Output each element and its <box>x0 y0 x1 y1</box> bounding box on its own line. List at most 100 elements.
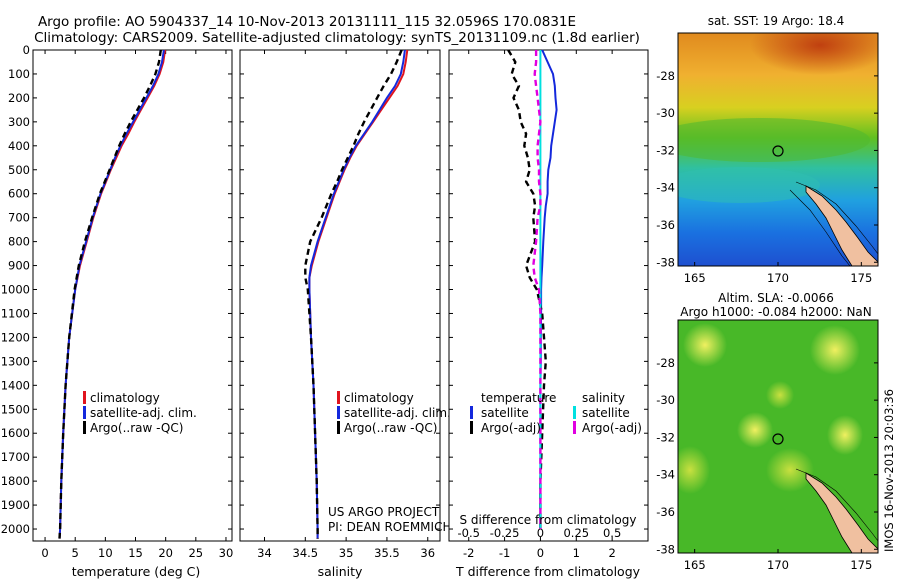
salinity-x-axis: 34 34.5 35 35.5 36 <box>257 50 435 560</box>
map-lon-tick-label: 175 <box>850 271 872 285</box>
legend-label-t-argo: Argo(-adj) <box>481 421 541 435</box>
sla-high-6 <box>827 415 863 455</box>
difference-depth-ticks <box>449 49 648 530</box>
x-tick-label: 2 <box>608 546 615 560</box>
map-lon-tick-label: 165 <box>684 271 706 285</box>
legend-swatch-argo <box>337 421 340 434</box>
sla-map-title2: Argo h1000: -0.084 h2000: NaN <box>680 305 872 319</box>
x-tick-label: 20 <box>158 546 173 560</box>
legend-label-satellite-adj: satellite-adj. clim. <box>344 406 451 420</box>
x-tick-label: 35.5 <box>374 546 400 560</box>
map-lat-tick-label: -28 <box>656 69 675 83</box>
depth-tick-label: 1100 <box>1 306 30 320</box>
map-lat-tick-label: -38 <box>656 542 675 556</box>
sst-map-image <box>678 33 878 266</box>
legend-swatch-satellite-adj <box>83 406 86 419</box>
salinity-depth-ticks <box>240 49 440 530</box>
map-lon-tick-label: 170 <box>767 271 789 285</box>
sla-map-axes: 165 170 175 -28 -30 -32 -34 -36 -38 <box>656 356 878 572</box>
header-title-line1: Argo profile: AO 5904337_14 10-Nov-2013 … <box>38 14 576 30</box>
temperature-plot-frame <box>32 49 233 542</box>
depth-tick-label: 1400 <box>1 378 30 392</box>
depth-tick-label: 1700 <box>1 450 30 464</box>
sst-map-panel: sat. SST: 19 Argo: 18.4 165 170 175 -28 -30 -… <box>656 14 879 285</box>
depth-tick-label: 500 <box>8 163 30 177</box>
depth-tick-label: 1900 <box>1 498 30 512</box>
shelf-contour-2 <box>795 468 878 542</box>
s-diff-tick-label: 0.25 <box>563 526 589 540</box>
legend-label-s-argo: Argo(-adj) <box>582 421 642 435</box>
x-tick-label: -2 <box>463 546 474 560</box>
salinity-plot-frame <box>239 49 441 542</box>
legend-swatch-climatology <box>337 391 340 404</box>
s-diff-tick-label: 0.5 <box>603 526 621 540</box>
sst-green-band <box>678 118 870 162</box>
difference-profiles <box>507 49 558 529</box>
depth-tick-label: 1000 <box>1 283 30 297</box>
map-lat-tick-label: -30 <box>656 393 675 407</box>
legend-swatch-climatology <box>83 391 86 404</box>
new-zealand-land <box>805 185 878 266</box>
x-tick-label: 5 <box>72 546 79 560</box>
x-tick-label: 1 <box>573 546 580 560</box>
sla-high-5 <box>766 448 814 492</box>
map-lat-tick-label: -38 <box>656 255 675 269</box>
argo-float-marker <box>772 145 784 157</box>
x-tick-label: 25 <box>188 546 203 560</box>
depth-tick-label: 0 <box>23 43 30 57</box>
depth-tick-label: 900 <box>8 259 30 273</box>
map-lon-tick-label: 175 <box>850 558 872 572</box>
x-tick-label: 15 <box>128 546 143 560</box>
s-diff-tick-label: -0.5 <box>457 526 479 540</box>
header-title-line2: Climatology: CARS2009. Satellite-adjuste… <box>34 30 640 46</box>
legend-label-climatology: climatology <box>344 391 414 405</box>
temperature-profiles <box>58 49 167 539</box>
x-tick-label: 36 <box>420 546 435 560</box>
map-lon-tick-label: 165 <box>684 558 706 572</box>
temperature-x-axis: 0 5 10 15 20 25 30 <box>41 50 233 560</box>
legend-swatch-t-satellite <box>470 406 473 419</box>
t-difference-x-axis: -2 -1 0 1 2 <box>463 50 616 560</box>
profile-line <box>507 49 548 529</box>
temperature-legend: climatology satellite-adj. clim. Argo(..… <box>83 391 197 435</box>
sst-map-axes: 165 170 175 -28 -30 -32 -34 -36 -38 <box>656 69 878 285</box>
legend-title-temperature: temperature <box>481 391 556 405</box>
depth-tick-label: 200 <box>8 91 30 105</box>
s-diff-tick-label: 0 <box>537 526 544 540</box>
x-tick-label: 0 <box>41 546 48 560</box>
depth-tick-label: 1600 <box>1 426 30 440</box>
x-tick-label: 35 <box>339 546 354 560</box>
profile-line <box>58 49 162 539</box>
depth-tick-label: 1200 <box>1 330 30 344</box>
temperature-x-label: temperature (deg C) <box>72 564 201 579</box>
profile-line <box>532 50 542 529</box>
depth-tick-label: 400 <box>8 139 30 153</box>
s-difference-label: S difference from climatology <box>460 513 637 527</box>
sla-map-image <box>678 320 878 553</box>
project-annotation-line1: US ARGO PROJECT <box>328 505 440 519</box>
t-difference-label: T difference from climatology <box>455 564 641 579</box>
salinity-profiles <box>304 49 409 539</box>
map-lat-tick-label: -32 <box>656 143 675 157</box>
map-lon-tick-label: 170 <box>767 558 789 572</box>
legend-label-satellite-adj: satellite-adj. clim. <box>90 406 197 420</box>
x-tick-label: 34.5 <box>293 546 319 560</box>
depth-tick-label: 800 <box>8 235 30 249</box>
depth-tick-label: 100 <box>8 67 30 81</box>
depth-tick-label: 700 <box>8 211 30 225</box>
difference-legend: temperature satellite Argo(-adj) salinit… <box>470 391 642 435</box>
depth-tick-label: 1800 <box>1 474 30 488</box>
x-tick-label: 34 <box>257 546 272 560</box>
argo-float-marker-2 <box>772 433 784 445</box>
legend-title-salinity: salinity <box>582 391 625 405</box>
sla-high-4 <box>678 446 710 494</box>
map-lat-tick-label: -32 <box>656 430 675 444</box>
x-tick-label: -1 <box>499 546 510 560</box>
x-tick-label: 30 <box>219 546 234 560</box>
sla-high-3 <box>737 412 773 448</box>
temperature-panel: 0100200300400500600700800900100011001200… <box>1 43 234 579</box>
profile-line <box>308 49 406 539</box>
x-tick-label: 0 <box>537 546 544 560</box>
map-lat-tick-label: -28 <box>656 356 675 370</box>
